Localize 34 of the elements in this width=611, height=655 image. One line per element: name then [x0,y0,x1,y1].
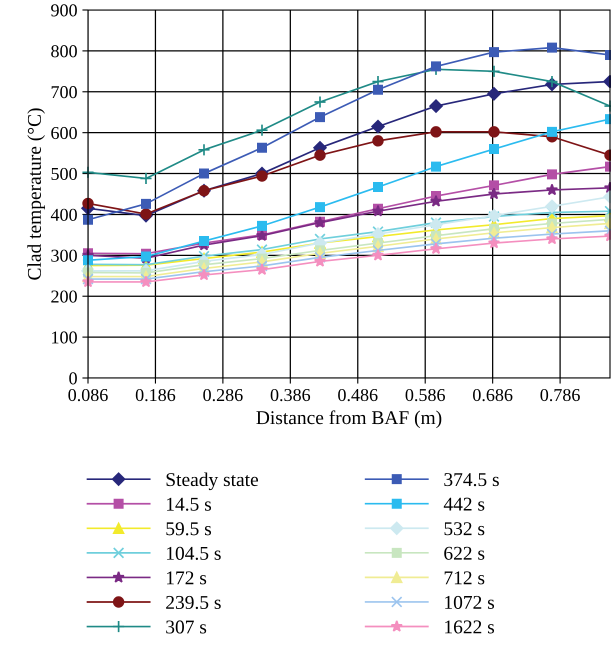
legend-label: 374.5 s [444,473,499,486]
legend-label: 622 s [444,546,484,560]
y-tick-label: 100 [52,331,77,344]
y-tick-label: 800 [51,45,77,58]
x-axis-title: Distance from BAF (m) [256,410,442,428]
y-tick-label: 500 [52,168,77,180]
legend-label: 104.5 s [166,546,221,560]
x-tick-label: 0.786 [540,388,580,402]
legend-label: 442 s [444,498,484,511]
x-tick-label: 0.486 [338,388,378,402]
x-tick-label: 0.386 [270,388,310,402]
x-tick-label: 0.286 [203,388,243,402]
legend-label: 712 s [444,571,484,584]
legend-label: 59.5 s [166,522,212,536]
y-tick-label: 600 [51,126,77,140]
x-tick-label: 0.186 [136,388,176,402]
y-tick-label: 300 [51,250,77,262]
x-tick-label: 0.686 [473,388,512,402]
legend-label: 239.5 s [166,596,221,610]
legend-label: 1072 s [445,596,494,609]
y-tick-label: 200 [51,290,77,303]
legend-label: 307 s [166,620,206,634]
y-tick-label: 0 [69,372,77,384]
x-tick-label: 0.086 [68,388,108,402]
legend-label: 172 s [166,571,206,584]
y-axis-title: Clad temperature (°C) [27,108,45,280]
x-tick-label: 0.586 [406,388,445,402]
y-tick-label: 400 [50,208,77,221]
y-tick-label: 700 [52,86,77,98]
legend-label: Steady state [166,472,258,490]
y-tick-label: 900 [51,4,77,16]
legend-label: 532 s [444,522,484,536]
legend-label: 1622 s [445,620,494,634]
legend-label: 14.5 s [166,498,212,511]
